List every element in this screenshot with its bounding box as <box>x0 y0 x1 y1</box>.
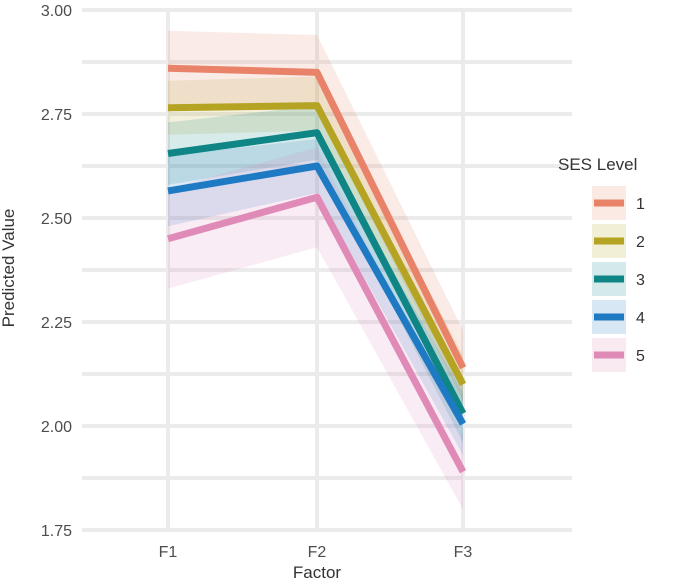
legend-key-ses-4 <box>592 300 626 334</box>
legend-label-ses-2: 2 <box>636 234 645 251</box>
y-tick-label: 2.75 <box>41 107 72 124</box>
line-ses-3 <box>167 129 467 416</box>
legend-key-ses-1 <box>592 186 626 220</box>
legend-label-ses-3: 3 <box>636 272 645 289</box>
legend-key-ses-5 <box>592 338 626 372</box>
x-axis-title: Factor <box>293 563 342 582</box>
x-tick-label: F1 <box>159 544 178 561</box>
legend-label-ses-1: 1 <box>636 196 645 213</box>
y-tick-label: 1.75 <box>41 523 72 540</box>
legend: SES Level 1 2 3 4 5 <box>558 155 645 372</box>
y-axis-title: Predicted Value <box>0 209 18 328</box>
line-ses-2 <box>167 102 467 387</box>
legend-key-ses-3 <box>592 262 626 296</box>
y-tick-label: 2.50 <box>41 211 72 228</box>
legend-label-ses-4: 4 <box>636 310 645 327</box>
legend-title: SES Level <box>558 155 637 174</box>
y-tick-label: 3.00 <box>41 3 72 20</box>
x-tick-label: F3 <box>454 544 473 561</box>
x-tick-label: F2 <box>308 544 327 561</box>
legend-label-ses-5: 5 <box>636 348 645 365</box>
grid <box>82 8 572 532</box>
line-ses-4 <box>167 162 467 426</box>
x-axis-ticks: F1 F2 F3 <box>159 544 473 561</box>
y-tick-label: 2.00 <box>41 419 72 436</box>
line-ses-5 <box>167 193 467 474</box>
y-axis-ticks: 1.75 2.00 2.25 2.50 2.75 3.00 <box>41 3 72 540</box>
ribbon-ses-5 <box>168 147 463 510</box>
series-lines <box>167 64 467 474</box>
y-tick-label: 2.25 <box>41 315 72 332</box>
line-ses-1 <box>167 64 467 370</box>
legend-key-ses-2 <box>592 224 626 258</box>
